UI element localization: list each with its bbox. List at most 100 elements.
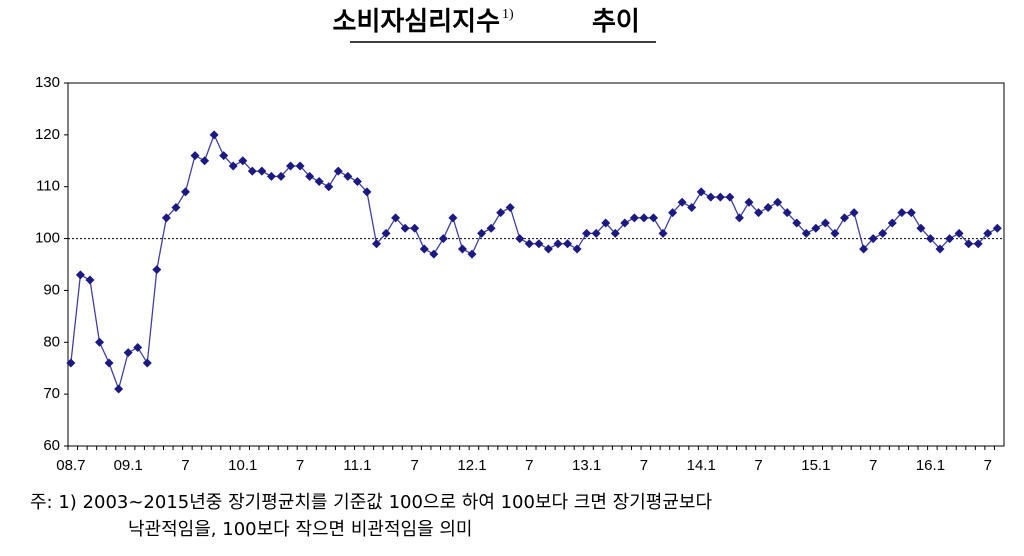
data-point <box>505 202 515 212</box>
data-point <box>438 234 448 244</box>
y-tick-label: 120 <box>35 126 60 143</box>
data-point <box>887 218 897 228</box>
footnote: 낙관적임을, 100보다 작으면 비관적임을 의미 <box>128 519 472 540</box>
y-tick-label: 110 <box>36 178 60 195</box>
data-point <box>639 213 649 223</box>
data-point <box>677 197 687 207</box>
x-tick-label: 7 <box>869 457 877 474</box>
data-point <box>744 197 754 207</box>
data-point <box>266 171 276 181</box>
data-point <box>362 187 372 197</box>
data-point <box>534 239 544 249</box>
data-point <box>658 228 668 238</box>
data-point <box>964 239 974 249</box>
x-tick-label: 7 <box>640 457 648 474</box>
data-point <box>849 208 859 218</box>
data-point <box>543 244 553 254</box>
x-tick-label: 7 <box>296 457 304 474</box>
data-point <box>486 223 496 233</box>
data-point <box>763 202 773 212</box>
data-point <box>820 218 830 228</box>
data-point <box>133 342 143 352</box>
data-point <box>324 182 334 192</box>
data-point <box>161 213 171 223</box>
data-point <box>400 223 410 233</box>
x-tick-label: 12.1 <box>457 457 486 474</box>
data-point <box>515 234 525 244</box>
chart-title: 소비자심리지수 <box>333 7 500 37</box>
data-point <box>228 161 238 171</box>
x-tick-label: 7 <box>411 457 419 474</box>
data-point <box>706 192 716 202</box>
x-tick-label: 7 <box>754 457 762 474</box>
data-point <box>219 151 229 161</box>
data-point <box>830 228 840 238</box>
data-point <box>238 156 248 166</box>
data-point <box>457 244 467 254</box>
data-point <box>916 223 926 233</box>
data-point <box>725 192 735 202</box>
data-point <box>629 213 639 223</box>
x-tick-label: 13.1 <box>572 457 601 474</box>
y-tick-label: 70 <box>43 385 60 402</box>
data-point <box>200 156 210 166</box>
data-point <box>66 358 76 368</box>
data-point <box>496 208 506 218</box>
data-point <box>171 202 181 212</box>
data-point <box>477 228 487 238</box>
y-tick-label: 80 <box>43 333 60 350</box>
data-point <box>343 171 353 181</box>
data-point <box>352 177 362 187</box>
data-point <box>839 213 849 223</box>
data-point <box>419 244 429 254</box>
data-point <box>75 270 85 280</box>
y-tick-label: 130 <box>35 74 60 91</box>
data-point <box>801 228 811 238</box>
data-point <box>668 208 678 218</box>
x-tick-label: 09.1 <box>114 457 143 474</box>
data-point <box>591 228 601 238</box>
y-tick-label: 100 <box>35 230 60 247</box>
data-point <box>648 213 658 223</box>
data-point <box>371 239 381 249</box>
data-point <box>563 239 573 249</box>
data-point <box>601 218 611 228</box>
data-point <box>276 171 286 181</box>
data-point <box>429 249 439 259</box>
data-point <box>945 234 955 244</box>
data-point <box>467 249 477 259</box>
data-point <box>295 161 305 171</box>
x-tick-label: 7 <box>984 457 992 474</box>
data-point <box>715 192 725 202</box>
data-point <box>391 213 401 223</box>
footnote: 주: 1) 2003~2015년중 장기평균치를 기준값 100으로 하여 10… <box>30 492 712 513</box>
data-point <box>333 166 343 176</box>
data-point <box>142 358 152 368</box>
x-tick-label: 16.1 <box>916 457 945 474</box>
data-point <box>773 197 783 207</box>
data-point <box>448 213 458 223</box>
data-point <box>954 228 964 238</box>
data-point <box>897 208 907 218</box>
data-point <box>572 244 582 254</box>
data-point <box>381 228 391 238</box>
title-suffix: 추이 <box>592 7 640 37</box>
data-point <box>792 218 802 228</box>
data-point <box>992 223 1002 233</box>
data-point <box>811 223 821 233</box>
x-tick-label: 10.1 <box>228 457 257 474</box>
data-point <box>247 166 257 176</box>
data-point <box>553 239 563 249</box>
data-point <box>868 234 878 244</box>
data-point <box>925 234 935 244</box>
data-line <box>70 133 998 392</box>
data-point <box>935 244 945 254</box>
title-note: 1) <box>502 7 514 22</box>
data-point <box>114 384 124 394</box>
data-point <box>286 161 296 171</box>
x-tick-label: 7 <box>525 457 533 474</box>
x-tick-label: 15.1 <box>801 457 830 474</box>
data-point <box>983 228 993 238</box>
data-point <box>180 187 190 197</box>
y-tick-label: 90 <box>43 281 60 298</box>
